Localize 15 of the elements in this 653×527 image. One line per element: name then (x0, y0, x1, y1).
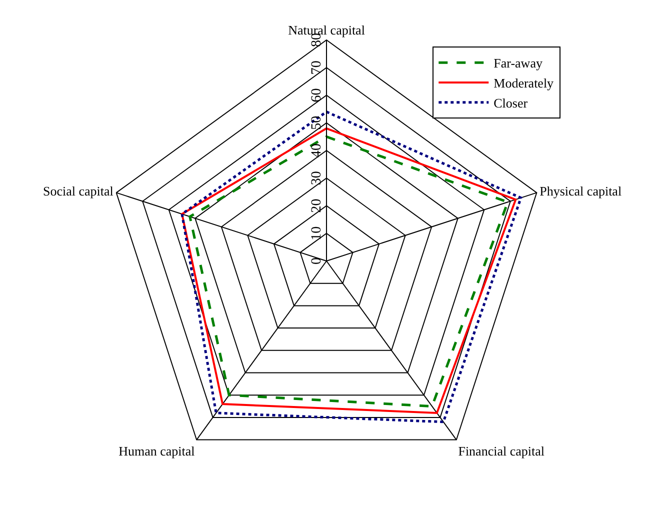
y-tick-label: 30 (309, 171, 324, 186)
y-tick-label: 20 (309, 198, 324, 213)
spoke-label: Human capital (118, 443, 196, 458)
spoke-label: Social capital (42, 183, 114, 198)
y-tick-label: 50 (309, 116, 324, 130)
spoke-label: Financial capital (458, 443, 545, 458)
y-tick-label: 40 (309, 144, 324, 158)
y-tick-label: 10 (309, 226, 324, 240)
legend-label: Moderately (494, 76, 554, 91)
legend-label: Closer (494, 95, 528, 110)
y-tick-label: 70 (309, 60, 324, 75)
y-tick-label: 60 (309, 88, 324, 102)
y-tick-label: 0 (309, 258, 324, 264)
legend-label: Far-away (494, 56, 543, 71)
spoke-label: Physical capital (540, 183, 622, 198)
